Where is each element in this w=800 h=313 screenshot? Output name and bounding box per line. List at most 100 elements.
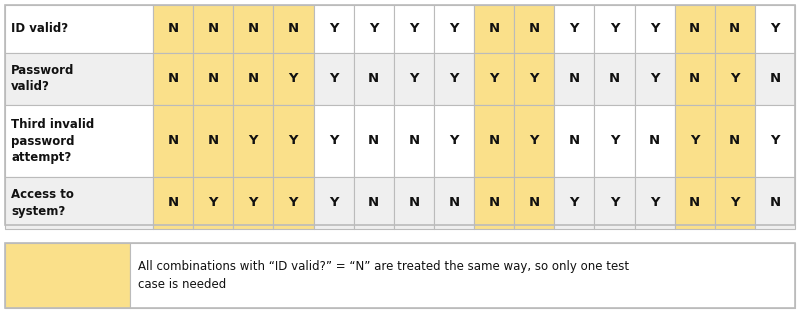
Bar	[634, 5, 674, 53]
Text: Third invalid
password
attempt?: Third invalid password attempt?	[11, 119, 94, 163]
Bar	[474, 177, 514, 229]
Text: N: N	[730, 23, 740, 35]
Bar	[594, 53, 634, 105]
Text: Y: Y	[289, 197, 298, 209]
Bar	[755, 5, 795, 53]
Bar	[234, 5, 274, 53]
Bar	[674, 5, 714, 53]
Bar	[394, 177, 434, 229]
Bar	[514, 53, 554, 105]
Bar	[354, 53, 394, 105]
Text: Y: Y	[530, 73, 539, 85]
Bar	[554, 177, 594, 229]
Bar	[554, 5, 594, 53]
Bar	[594, 5, 634, 53]
Text: Y: Y	[289, 135, 298, 147]
Bar	[234, 53, 274, 105]
Bar	[153, 5, 193, 53]
Text: N: N	[408, 135, 419, 147]
Bar	[234, 177, 274, 229]
Bar	[5, 243, 130, 308]
Text: Y: Y	[449, 73, 458, 85]
Bar	[5, 177, 153, 229]
Text: N: N	[609, 73, 620, 85]
Bar	[594, 105, 634, 177]
Bar	[394, 105, 434, 177]
Bar	[474, 5, 514, 53]
Text: Y: Y	[409, 23, 418, 35]
Bar	[714, 5, 755, 53]
Text: N: N	[489, 197, 500, 209]
Bar	[5, 5, 795, 225]
Bar	[634, 53, 674, 105]
Text: Y: Y	[409, 73, 418, 85]
Text: Y: Y	[650, 197, 659, 209]
Bar	[153, 53, 193, 105]
Text: Password
valid?: Password valid?	[11, 64, 74, 94]
Bar	[5, 243, 795, 308]
Text: N: N	[408, 197, 419, 209]
Bar	[434, 5, 474, 53]
Text: N: N	[689, 73, 700, 85]
Text: N: N	[167, 73, 178, 85]
Text: Y: Y	[770, 135, 780, 147]
Bar	[314, 53, 354, 105]
Text: N: N	[288, 23, 299, 35]
Text: Y: Y	[490, 73, 499, 85]
Bar	[674, 105, 714, 177]
Bar	[394, 53, 434, 105]
Bar	[153, 105, 193, 177]
Text: Y: Y	[610, 23, 619, 35]
Text: Y: Y	[329, 197, 338, 209]
Text: N: N	[489, 23, 500, 35]
Text: Y: Y	[369, 23, 378, 35]
Bar	[314, 5, 354, 53]
Bar	[5, 105, 153, 177]
Text: N: N	[448, 197, 459, 209]
Bar	[193, 105, 234, 177]
Text: Y: Y	[730, 73, 739, 85]
Text: N: N	[248, 23, 259, 35]
Text: N: N	[167, 197, 178, 209]
Text: N: N	[689, 197, 700, 209]
Text: N: N	[730, 135, 740, 147]
Text: Y: Y	[449, 135, 458, 147]
Text: Y: Y	[650, 73, 659, 85]
Text: ID valid?: ID valid?	[11, 23, 68, 35]
Bar	[554, 53, 594, 105]
Bar	[474, 105, 514, 177]
Text: Y: Y	[209, 197, 218, 209]
Bar	[434, 177, 474, 229]
Bar	[434, 105, 474, 177]
Text: Y: Y	[329, 23, 338, 35]
Bar	[674, 53, 714, 105]
Text: Y: Y	[690, 135, 699, 147]
Bar	[394, 5, 434, 53]
Bar	[234, 105, 274, 177]
Text: N: N	[689, 23, 700, 35]
Text: N: N	[208, 135, 218, 147]
Text: Y: Y	[329, 73, 338, 85]
Text: N: N	[368, 197, 379, 209]
Text: All combinations with “ID valid?” = “N” are treated the same way, so only one te: All combinations with “ID valid?” = “N” …	[138, 260, 629, 291]
Text: Y: Y	[610, 197, 619, 209]
Text: N: N	[569, 73, 580, 85]
Bar	[354, 105, 394, 177]
Text: Y: Y	[249, 135, 258, 147]
Text: N: N	[569, 135, 580, 147]
Text: Y: Y	[730, 197, 739, 209]
Bar	[755, 53, 795, 105]
Bar	[554, 105, 594, 177]
Text: N: N	[770, 73, 781, 85]
Text: N: N	[208, 23, 218, 35]
Bar	[755, 177, 795, 229]
Bar	[193, 177, 234, 229]
Text: N: N	[529, 23, 540, 35]
Text: N: N	[167, 23, 178, 35]
Bar	[594, 177, 634, 229]
Bar	[634, 105, 674, 177]
Bar	[193, 53, 234, 105]
Text: N: N	[248, 73, 259, 85]
Text: N: N	[649, 135, 660, 147]
Bar	[274, 105, 314, 177]
